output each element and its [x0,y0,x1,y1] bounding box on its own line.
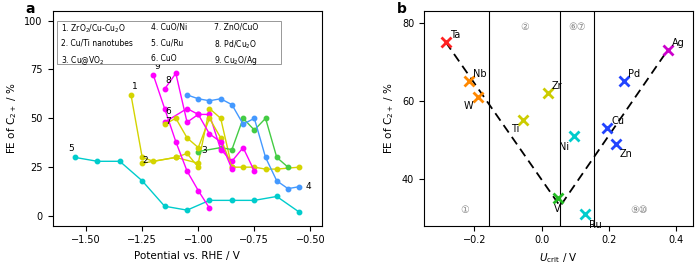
Text: 8: 8 [165,76,171,85]
Text: Pd: Pd [628,69,640,79]
Text: Ru: Ru [589,220,602,230]
X-axis label: Potential vs. RHE / V: Potential vs. RHE / V [134,251,240,261]
Text: 4: 4 [305,182,311,191]
Text: 9. Cu$_2$O/Ag: 9. Cu$_2$O/Ag [214,54,258,67]
Text: Ti: Ti [511,124,519,134]
Text: 2: 2 [143,156,148,165]
Text: 7: 7 [165,117,171,126]
Text: 1: 1 [132,82,137,91]
Text: ⑥⑦: ⑥⑦ [568,21,586,32]
Text: 6: 6 [165,107,171,116]
Text: ②: ② [520,21,529,32]
FancyBboxPatch shape [57,21,281,64]
Text: 9: 9 [154,63,160,72]
Text: Ni: Ni [559,141,570,152]
Y-axis label: FE of C$_{2+}$ / %: FE of C$_{2+}$ / % [5,82,19,154]
Text: 6. CuO: 6. CuO [151,54,177,63]
Text: V: V [554,204,560,214]
Text: 7. ZnO/CuO: 7. ZnO/CuO [214,23,258,32]
Text: a: a [26,2,35,16]
Text: 2. Cu/Ti nanotubes: 2. Cu/Ti nanotubes [62,38,133,47]
Text: ⑨⑩: ⑨⑩ [631,205,648,215]
Text: 5: 5 [69,144,74,153]
Text: 3: 3 [201,146,206,155]
Text: 8. Pd/Cu$_2$O: 8. Pd/Cu$_2$O [214,38,257,51]
Text: Ag: Ag [672,38,685,48]
Text: 3. Cu@VO$_2$: 3. Cu@VO$_2$ [62,54,105,67]
Text: Zn: Zn [620,149,633,159]
Y-axis label: FE of C$_{2+}$ / %: FE of C$_{2+}$ / % [383,82,396,154]
Text: 5. Cu/Ru: 5. Cu/Ru [151,38,183,47]
Text: b: b [397,2,407,16]
Text: Ta: Ta [450,30,460,40]
Text: 1. ZrO$_2$/Cu-Cu$_2$O: 1. ZrO$_2$/Cu-Cu$_2$O [62,23,126,35]
Text: W: W [464,101,474,110]
Text: Cu: Cu [611,116,624,126]
Text: Nb: Nb [473,69,487,79]
Text: Zr: Zr [552,81,562,91]
Text: 4. CuO/Ni: 4. CuO/Ni [151,23,188,32]
Text: ①: ① [460,205,468,215]
X-axis label: $U_\mathrm{crit}$ / V: $U_\mathrm{crit}$ / V [539,251,578,265]
